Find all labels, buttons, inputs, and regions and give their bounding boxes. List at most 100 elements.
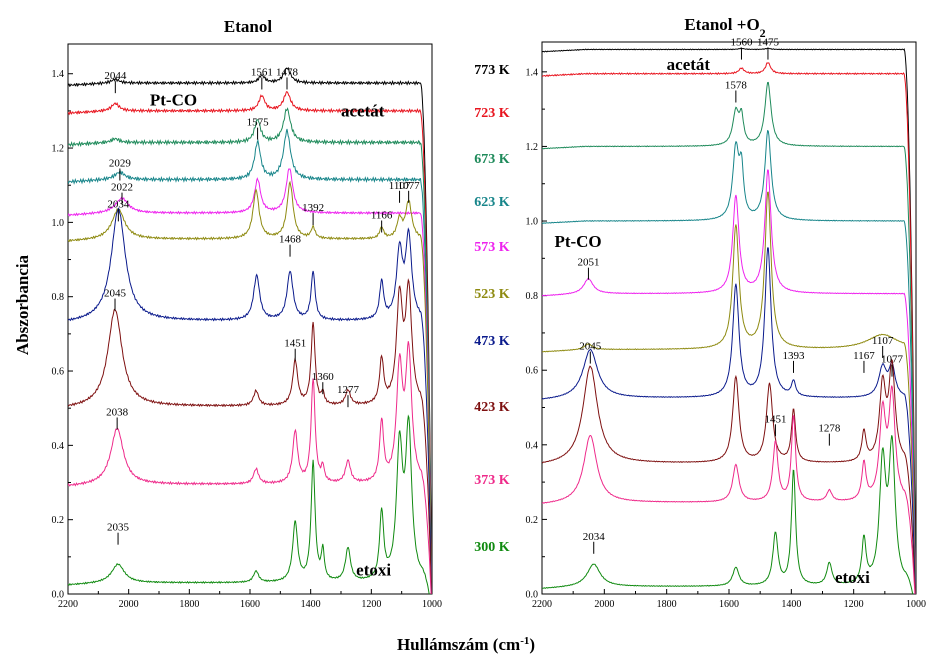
- right-peak-label: 1278: [818, 423, 841, 435]
- left-y-tick-label: 0.8: [52, 292, 65, 303]
- right-band-annotation: Pt-CO: [554, 232, 601, 251]
- left-x-tick-label: 2200: [58, 599, 78, 610]
- left-peak-label: 1561: [251, 66, 273, 78]
- right-y-tick-label: 0.8: [526, 291, 539, 302]
- left-y-tick-label: 0.0: [52, 590, 65, 601]
- left-series-group: [68, 66, 432, 594]
- right-peak-label: 1393: [783, 350, 806, 362]
- left-y-tick-label: 0.2: [52, 515, 65, 526]
- temperature-label: 473 K: [474, 334, 510, 349]
- right-y-tick-label: 1.2: [526, 142, 539, 153]
- left-spectrum-line: [68, 168, 432, 594]
- right-peak-label: 1451: [764, 413, 786, 425]
- left-spectrum-line: [68, 278, 432, 594]
- right-peak-label: 2034: [583, 531, 606, 543]
- left-y-tick-label: 0.6: [52, 367, 65, 378]
- right-spectrum-line: [542, 62, 916, 594]
- left-peak-label: 1107: [389, 180, 411, 192]
- right-panel-title: Etanol +O2: [684, 15, 765, 40]
- right-title-sub: 2: [760, 26, 766, 40]
- left-panel-title: Etanol: [224, 17, 272, 36]
- x-label-main: Hullámszám (cm: [397, 635, 520, 654]
- left-spectrum-line: [68, 414, 430, 594]
- left-band-annotation: Pt-CO: [150, 90, 197, 109]
- right-x-tick-label: 1600: [719, 599, 739, 610]
- right-spectrum-line: [542, 129, 916, 594]
- right-peak-label: 1167: [853, 350, 875, 362]
- right-spectrum-line: [542, 169, 916, 594]
- left-y-tick-label: 1.4: [52, 69, 65, 80]
- y-axis-label: Abszorbancia: [13, 254, 32, 355]
- left-spectrum-line: [68, 107, 432, 594]
- left-peak-label: 2034: [107, 198, 130, 210]
- right-x-tick-label: 1200: [844, 599, 864, 610]
- left-y-tick-label: 1.0: [52, 218, 65, 229]
- right-peak-label: 1475: [757, 37, 780, 49]
- left-peak-label: 1360: [312, 371, 335, 383]
- temperature-label: 623 K: [474, 195, 510, 210]
- right-y-tick-label: 1.0: [526, 217, 539, 228]
- left-y-tick-label: 1.2: [52, 144, 65, 155]
- temperature-label: 423 K: [474, 400, 510, 415]
- right-spectrum-line: [542, 385, 916, 594]
- right-series-group: [542, 47, 916, 594]
- temperature-label: 673 K: [474, 152, 510, 167]
- right-spectrum-line: [542, 247, 916, 594]
- right-peak-label: 2051: [577, 257, 599, 269]
- right-x-tick-label: 2200: [532, 599, 552, 610]
- right-peak-label: 2045: [579, 341, 602, 353]
- left-peak-label: 2038: [106, 406, 129, 418]
- right-peak-label: 1077: [881, 354, 904, 366]
- left-spectrum-line: [68, 66, 432, 594]
- right-panel: 2200 2000 1800 1600 1400 1200 1000 0.0 0.2 0.4 0.6…: [526, 37, 927, 610]
- right-peak-label: 1578: [725, 79, 748, 91]
- temperature-label: 723 K: [474, 106, 510, 121]
- temperature-label: 373 K: [474, 473, 510, 488]
- left-peak-label: 1451: [284, 338, 306, 350]
- right-spectrum-line: [542, 47, 916, 594]
- x-label-end: ): [529, 635, 535, 654]
- right-peak-label: 1107: [872, 335, 894, 347]
- right-spectrum-line: [542, 81, 916, 594]
- left-spectrum-line: [68, 91, 432, 594]
- left-peak-label: 1468: [279, 234, 302, 246]
- left-peak-label: 2029: [109, 157, 132, 169]
- left-x-tick-label: 1400: [301, 599, 321, 610]
- left-x-tick-label: 1000: [422, 599, 442, 610]
- left-peak-label: 1478: [276, 66, 299, 78]
- left-peak-label: 1575: [247, 117, 270, 129]
- right-x-tick-label: 2000: [594, 599, 614, 610]
- x-label-sup: -1: [520, 635, 529, 647]
- left-x-tick-label: 1600: [240, 599, 260, 610]
- right-band-annotation: acetát: [667, 55, 711, 74]
- right-y-tick-label: 1.4: [526, 67, 539, 78]
- left-spectrum-line: [68, 128, 432, 594]
- left-peak-label: 2045: [104, 288, 127, 300]
- right-spectrum-line: [542, 358, 916, 594]
- right-y-tick-label: 0.4: [526, 440, 539, 451]
- right-band-annotation: etoxi: [835, 568, 870, 587]
- right-x-tick-label: 1000: [906, 599, 926, 610]
- right-y-tick-label: 0.6: [526, 366, 539, 377]
- left-peak-label: 1077: [398, 180, 421, 192]
- left-spectrum-line: [68, 341, 432, 594]
- left-peak-label: 1392: [302, 202, 324, 214]
- x-axis-label: Hullámszám (cm-1): [397, 635, 535, 654]
- right-x-tick-label: 1400: [781, 599, 801, 610]
- left-band-annotation: acetát: [341, 101, 385, 120]
- left-band-annotation: etoxi: [356, 560, 391, 579]
- left-x-tick-label: 1800: [179, 599, 199, 610]
- left-spectrum-line: [68, 207, 432, 594]
- left-x-tick-label: 2000: [119, 599, 139, 610]
- right-peak-label: 1560: [730, 37, 753, 49]
- temperature-label: 773 K: [474, 63, 510, 78]
- left-spectrum-line: [68, 180, 432, 594]
- right-y-tick-label: 0.2: [526, 515, 539, 526]
- left-peak-label: 2044: [104, 70, 127, 82]
- right-spectrum-line: [542, 191, 916, 594]
- temperature-label: 300 K: [474, 540, 510, 555]
- left-peak-label: 1277: [337, 384, 360, 396]
- left-x-tick-label: 1200: [361, 599, 381, 610]
- right-title-main: Etanol +O: [684, 15, 759, 34]
